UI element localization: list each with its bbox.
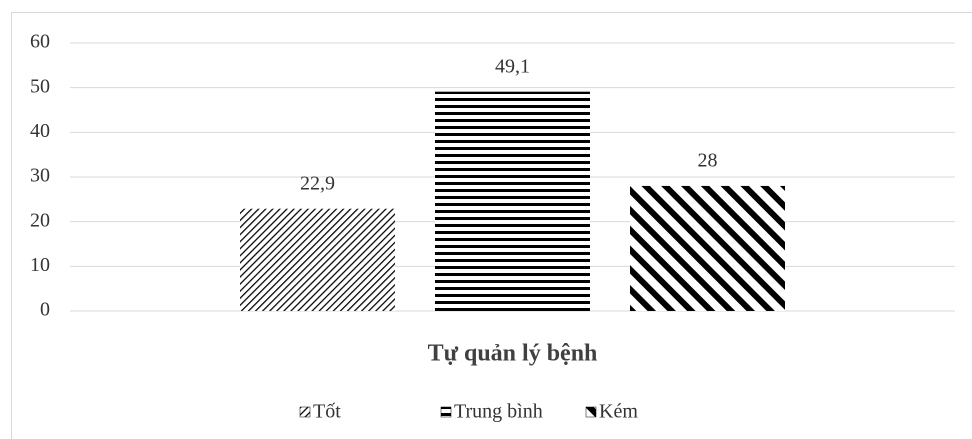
- legend-label: Kém: [599, 401, 638, 423]
- y-tick-label: 60: [30, 31, 50, 53]
- legend-label: Trung bình: [454, 401, 543, 423]
- value-label: 49,1: [495, 55, 530, 77]
- y-tick-label: 0: [40, 299, 50, 321]
- legend-swatch: [299, 406, 311, 418]
- chart-frame: [11, 12, 972, 439]
- bar: [435, 91, 590, 311]
- x-category-label: Tự quản lý bệnh: [428, 341, 598, 367]
- y-tick-label: 40: [30, 120, 50, 142]
- bar: [630, 185, 785, 311]
- bar: [240, 208, 395, 311]
- legend-swatch: [440, 406, 452, 418]
- legend-label: Tốt: [313, 401, 341, 423]
- value-label: 28: [698, 150, 718, 172]
- value-label: 22,9: [300, 172, 335, 194]
- y-tick-label: 10: [30, 254, 50, 276]
- legend-swatch: [585, 406, 597, 418]
- y-tick-label: 20: [30, 209, 50, 231]
- y-tick-label: 50: [30, 75, 50, 97]
- y-tick-label: 30: [30, 165, 50, 187]
